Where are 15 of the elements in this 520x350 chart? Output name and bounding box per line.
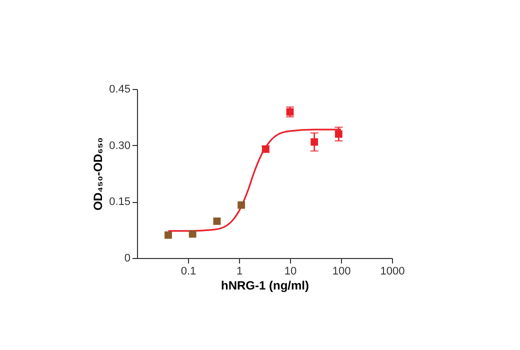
y-tick-label: 0.45	[109, 84, 130, 96]
point	[164, 231, 172, 239]
y-axis-title: OD₄₅₀-OD₆₅₀	[91, 138, 106, 210]
y-tick-label: 0.15	[109, 196, 130, 208]
x-tick-label: 0.1	[180, 266, 196, 278]
point	[188, 230, 196, 238]
y-tick-label: 0.30	[109, 140, 130, 152]
x-axis-title: hNRG-1 (ng/ml)	[221, 278, 309, 292]
point	[238, 201, 246, 209]
x-tick-label: 1000	[380, 266, 405, 278]
y-tick-label: 0	[124, 252, 130, 264]
x-tick-label: 10	[284, 266, 297, 278]
x-tick-label: 100	[332, 266, 351, 278]
x-tick-label: 1	[236, 266, 243, 278]
point	[213, 217, 221, 225]
